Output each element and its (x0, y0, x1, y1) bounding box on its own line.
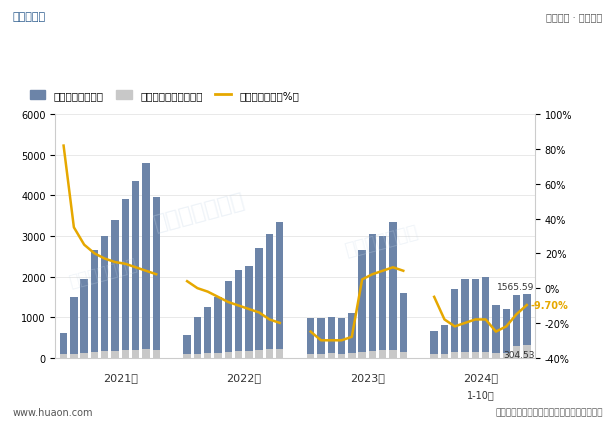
Bar (359, 250, 366, 358)
Bar (111, 351, 119, 358)
Text: 2023年: 2023年 (350, 372, 385, 383)
Bar (369, 234, 376, 358)
Bar (472, 279, 479, 358)
Bar (245, 351, 253, 358)
Bar (245, 267, 253, 358)
Bar (111, 220, 119, 358)
Bar (204, 307, 212, 358)
Bar (348, 314, 355, 358)
Bar (523, 294, 531, 358)
Bar (81, 279, 88, 358)
Bar (235, 271, 242, 358)
Bar (224, 281, 232, 358)
Legend: 商品住宅（万㎡）, 商品住宅现房（万㎡）, 商品住宅增速（%）: 商品住宅（万㎡）, 商品住宅现房（万㎡）, 商品住宅增速（%） (30, 91, 299, 101)
Bar (482, 277, 490, 358)
Bar (214, 297, 221, 358)
Bar (430, 331, 438, 358)
Bar (255, 249, 263, 358)
Bar (132, 182, 140, 358)
Bar (451, 289, 458, 358)
Text: 1565.59: 1565.59 (497, 282, 534, 291)
Bar (91, 250, 98, 358)
Bar (224, 352, 232, 358)
Bar (451, 353, 458, 358)
Bar (307, 354, 314, 358)
Bar (492, 353, 499, 358)
Bar (338, 319, 345, 358)
Bar (60, 334, 67, 358)
Bar (379, 236, 386, 358)
Text: 2021-2024年10月贵州省房地产商品住宅及商品住宅现房销售面积: 2021-2024年10月贵州省房地产商品住宅及商品住宅现房销售面积 (138, 50, 477, 65)
Bar (122, 200, 129, 358)
Text: -9.70%: -9.70% (531, 300, 569, 310)
Bar (441, 325, 448, 358)
Bar (183, 354, 191, 358)
Bar (430, 354, 438, 358)
Text: 专业严谨 · 客观科学: 专业严谨 · 客观科学 (547, 12, 603, 22)
Bar (153, 350, 160, 358)
Bar (472, 352, 479, 358)
Text: 1-10月: 1-10月 (467, 389, 494, 400)
Bar (328, 354, 335, 358)
Bar (204, 354, 212, 358)
Bar (266, 349, 273, 358)
Bar (235, 351, 242, 358)
Bar (338, 354, 345, 358)
Bar (389, 350, 397, 358)
Text: 华经产业研究院: 华经产业研究院 (343, 223, 420, 260)
Bar (482, 352, 490, 358)
Bar (101, 236, 108, 358)
Bar (266, 234, 273, 358)
Bar (255, 350, 263, 358)
Bar (348, 354, 355, 358)
Bar (317, 354, 325, 358)
Bar (513, 346, 520, 358)
Bar (183, 336, 191, 358)
Text: www.huaon.com: www.huaon.com (12, 407, 93, 417)
Bar (441, 354, 448, 358)
Bar (492, 305, 499, 358)
Bar (142, 164, 149, 358)
Bar (70, 297, 77, 358)
Bar (523, 345, 531, 358)
Text: 华经产业研究院: 华经产业研究院 (151, 190, 247, 234)
Bar (60, 354, 67, 358)
Bar (461, 279, 469, 358)
Bar (502, 309, 510, 358)
Bar (101, 351, 108, 358)
Text: 304.53: 304.53 (503, 350, 534, 359)
Text: 2021年: 2021年 (103, 372, 138, 383)
Bar (276, 349, 284, 358)
Bar (91, 352, 98, 358)
Bar (132, 350, 140, 358)
Bar (369, 351, 376, 358)
Bar (502, 354, 510, 358)
Text: 华经产业研究院: 华经产业研究院 (67, 255, 140, 291)
Bar (70, 354, 77, 358)
Bar (328, 317, 335, 358)
Bar (317, 318, 325, 358)
Bar (400, 293, 407, 358)
Bar (194, 354, 201, 358)
Bar (389, 222, 397, 358)
Text: 华经情报网: 华经情报网 (12, 12, 46, 22)
Text: 数据来源：国家统计局；华经产业研究院整理: 数据来源：国家统计局；华经产业研究院整理 (495, 408, 603, 417)
Bar (276, 222, 284, 358)
Bar (194, 317, 201, 358)
Bar (400, 353, 407, 358)
Text: 2024年: 2024年 (463, 372, 498, 383)
Bar (142, 349, 149, 358)
Bar (122, 351, 129, 358)
Bar (307, 318, 314, 358)
Bar (214, 353, 221, 358)
Bar (379, 350, 386, 358)
Text: 2022年: 2022年 (226, 372, 261, 383)
Bar (359, 352, 366, 358)
Bar (461, 352, 469, 358)
Bar (513, 295, 520, 358)
Bar (81, 353, 88, 358)
Bar (153, 198, 160, 358)
